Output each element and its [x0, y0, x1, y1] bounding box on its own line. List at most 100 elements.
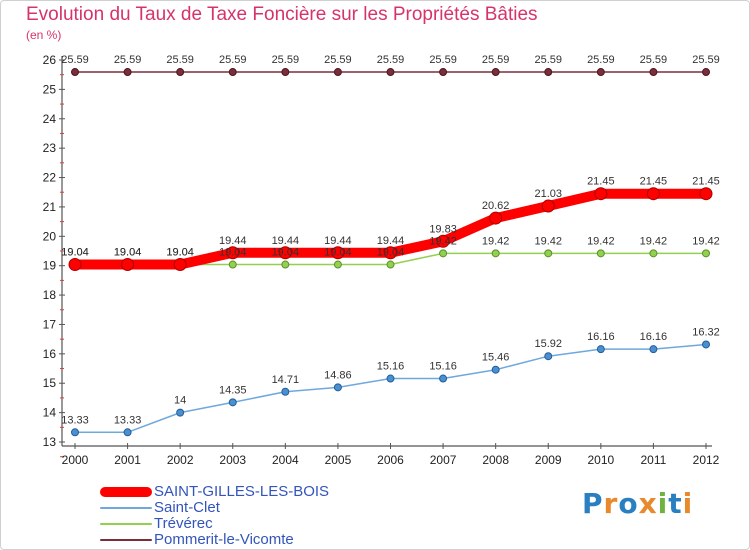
data-point	[71, 68, 79, 77]
data-label: 25.59	[166, 54, 194, 66]
data-label: 14	[174, 395, 186, 407]
data-point	[333, 68, 342, 77]
data-label: 25.59	[114, 54, 142, 66]
data-label: 14.71	[272, 374, 300, 386]
data-label: 25.59	[377, 54, 405, 66]
x-tick-label: 2011	[641, 453, 667, 467]
y-tick-label: 24	[43, 112, 57, 126]
y-tick-label: 22	[43, 171, 57, 185]
data-point	[173, 258, 187, 272]
x-tick-label: 2008	[482, 453, 509, 467]
data-point	[386, 260, 395, 269]
y-tick-label: 21	[43, 200, 57, 214]
data-point	[71, 428, 79, 437]
logo-letter: t	[668, 487, 683, 520]
data-label: 19.04	[219, 247, 247, 259]
data-point	[649, 68, 658, 77]
x-tick-label: 2009	[535, 453, 562, 467]
data-point	[544, 352, 553, 361]
chart-title: Evolution du Taux de Taxe Foncière sur l…	[26, 4, 538, 25]
series-line-1	[74, 343, 707, 434]
logo-letter: x	[638, 487, 658, 520]
data-point	[491, 68, 500, 77]
data-label: 25.59	[587, 54, 615, 66]
data-label: 14.35	[219, 384, 247, 396]
data-point	[281, 68, 290, 77]
data-point	[176, 408, 185, 417]
x-tick-label: 2005	[325, 453, 352, 467]
data-point	[121, 258, 135, 272]
x-tick-label: 2007	[430, 453, 457, 467]
data-point	[226, 246, 240, 260]
data-label: 13.33	[61, 414, 89, 426]
logo-letter: P	[582, 487, 604, 520]
x-tick-label: 2010	[587, 453, 614, 467]
data-label: 25.59	[692, 54, 720, 66]
data-point	[68, 258, 82, 272]
chart-axes: 13 14 15 16 17 18 19 20 21 22 23 24 25 26 2000 2001 2002…	[43, 53, 720, 467]
data-label: 19.44	[324, 235, 352, 247]
legend-swatch	[100, 539, 152, 541]
data-point	[281, 387, 290, 396]
data-point	[702, 340, 710, 349]
legend-swatch	[100, 523, 152, 525]
x-tick-label: 2012	[693, 453, 720, 467]
y-tick-label: 17	[43, 317, 57, 331]
legend-label: SAINT-GILLES-LES-BOIS	[154, 483, 330, 500]
data-label: 25.59	[219, 54, 247, 66]
data-label: 19.42	[429, 235, 457, 247]
data-point	[702, 68, 710, 77]
data-label: 14.86	[324, 369, 352, 381]
proxiti-logo: Proxiti	[582, 487, 693, 520]
data-point	[228, 398, 237, 407]
data-label: 19.42	[534, 235, 562, 247]
data-point	[384, 246, 397, 260]
y-tick-label: 19	[43, 259, 57, 273]
data-label: 19.04	[61, 247, 89, 259]
x-tick-label: 2001	[114, 453, 141, 467]
data-label: 19.42	[587, 235, 615, 247]
x-tick-label: 2006	[377, 453, 404, 467]
series-points	[68, 68, 713, 437]
data-label: 20.62	[482, 200, 510, 212]
data-label: 15.16	[429, 361, 457, 373]
y-tick-label: 25	[43, 82, 57, 96]
data-point	[439, 68, 448, 77]
data-point	[439, 374, 448, 383]
data-point	[331, 246, 345, 260]
data-label: 19.42	[640, 235, 668, 247]
data-label: 25.59	[61, 54, 89, 66]
logo-letter: o	[618, 487, 639, 520]
data-point	[594, 187, 608, 201]
legend-label: Pommerit-le-Vicomte	[154, 531, 294, 548]
legend-label: Trévérec	[154, 515, 213, 532]
data-point	[649, 345, 658, 354]
y-axis-unit-label: (en %)	[26, 28, 62, 42]
data-label: 19.42	[692, 235, 720, 247]
data-point	[491, 365, 500, 374]
data-point	[281, 260, 290, 269]
data-label: 21.45	[640, 176, 668, 188]
data-label: 19.04	[377, 247, 405, 259]
y-tick-label: 26	[43, 53, 57, 67]
x-tick-label: 2004	[272, 453, 299, 467]
legend-label: Saint-Clet	[154, 499, 220, 516]
logo-letter: r	[603, 487, 619, 520]
data-label: 19.44	[377, 235, 405, 247]
x-tick-label: 2002	[167, 453, 194, 467]
y-tick-label: 13	[43, 435, 57, 449]
data-point	[489, 211, 503, 225]
data-label: 19.04	[166, 247, 194, 259]
data-label: 19.44	[272, 235, 300, 247]
data-point	[333, 260, 342, 269]
data-label: 15.92	[534, 338, 562, 350]
data-point	[386, 374, 395, 383]
data-point	[544, 68, 553, 77]
data-label: 19.04	[272, 247, 300, 259]
data-label: 13.33	[114, 414, 142, 426]
data-label: 19.04	[114, 247, 142, 259]
data-point	[123, 428, 132, 437]
data-point	[541, 199, 555, 213]
